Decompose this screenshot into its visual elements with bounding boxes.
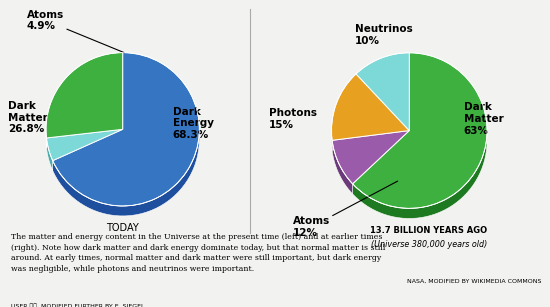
Wedge shape (46, 52, 123, 138)
Wedge shape (332, 130, 409, 184)
Wedge shape (356, 53, 409, 130)
Wedge shape (47, 129, 123, 161)
Text: USER 老陈, MODIFIED FURTHER BY E. SIEGEL: USER 老陈, MODIFIED FURTHER BY E. SIEGEL (11, 303, 145, 307)
Text: NASA, MODIFIED BY WIKIMEDIA COMMONS: NASA, MODIFIED BY WIKIMEDIA COMMONS (407, 279, 541, 284)
Text: 13.7 BILLION YEARS AGO: 13.7 BILLION YEARS AGO (370, 226, 487, 235)
Wedge shape (53, 52, 199, 206)
Polygon shape (47, 138, 53, 171)
Text: The matter and energy content in the Universe at the present time (left) and at : The matter and energy content in the Uni… (11, 233, 386, 273)
Text: Neutrinos
10%: Neutrinos 10% (355, 24, 412, 46)
Ellipse shape (332, 119, 487, 162)
Polygon shape (53, 129, 199, 216)
Text: Dark
Matter
63%: Dark Matter 63% (464, 102, 503, 135)
Text: Atoms
4.9%: Atoms 4.9% (27, 10, 124, 52)
Text: Photons
15%: Photons 15% (270, 108, 317, 130)
Text: TODAY: TODAY (106, 223, 139, 233)
Text: Atoms
12%: Atoms 12% (293, 181, 398, 238)
Wedge shape (332, 74, 409, 140)
Polygon shape (332, 140, 353, 194)
Text: Dark
Matter
26.8%: Dark Matter 26.8% (8, 101, 47, 134)
Wedge shape (353, 53, 487, 208)
Polygon shape (353, 130, 487, 219)
Ellipse shape (46, 118, 199, 160)
Text: Dark
Energy
68.3%: Dark Energy 68.3% (173, 107, 213, 140)
Text: (Universe 380,000 years old): (Universe 380,000 years old) (371, 240, 487, 249)
